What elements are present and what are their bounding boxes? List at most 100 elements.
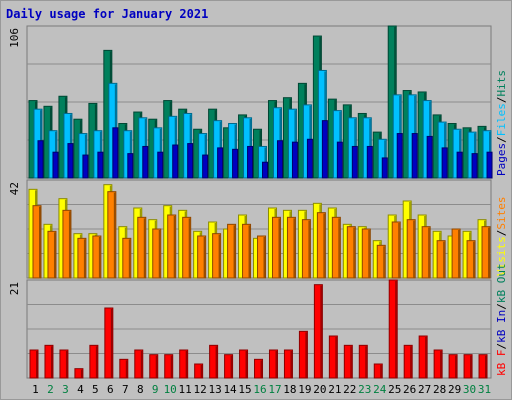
bar-shadow <box>338 218 340 278</box>
bar-body <box>97 151 104 179</box>
bar-body <box>137 216 147 279</box>
bar-kb-f-day-11 <box>179 349 189 379</box>
bar-sites-day-28 <box>436 240 446 279</box>
bar-shadow <box>365 346 367 378</box>
bar-body <box>351 145 358 179</box>
bar-shadow <box>173 216 176 278</box>
x-tick-label: 12 <box>194 383 207 396</box>
bar-shadow <box>128 239 131 278</box>
bar-body <box>227 223 237 279</box>
bar-shadow <box>260 360 263 378</box>
bar-body <box>301 219 311 279</box>
bar-body <box>396 133 403 179</box>
panel-usage-legend: Pages/Files/Hits <box>495 70 508 176</box>
bar-body <box>403 344 413 379</box>
panel-usage-y-max-label: 106 <box>8 28 21 48</box>
bar-sites-day-13 <box>212 233 222 279</box>
bar-kb-f-day-7 <box>119 358 129 379</box>
bar-body <box>406 219 416 279</box>
bar-body <box>481 226 491 279</box>
bar-body <box>172 144 179 179</box>
bar-shadow <box>323 213 325 278</box>
bar-body <box>167 214 177 279</box>
bar-body <box>286 216 296 279</box>
bar-kb-f-day-15 <box>239 349 249 379</box>
bar-body <box>421 226 431 279</box>
bar-shadow <box>50 346 53 378</box>
bar-pages-day-9 <box>157 151 164 179</box>
bar-shadow <box>443 241 445 278</box>
x-tick-label: 16 <box>253 383 266 396</box>
bar-sites-day-25 <box>391 221 401 279</box>
bar-pages-day-11 <box>187 143 194 179</box>
bar-body <box>298 330 308 379</box>
bar-body <box>47 230 57 279</box>
panel-visits-y-max-label: 42 <box>8 182 21 195</box>
bar-shadow <box>83 239 86 278</box>
bar-body <box>44 344 54 379</box>
bar-pages-day-22 <box>351 145 358 179</box>
x-axis-day-labels: 1 2 3 4 5 6 7 8 9 10 11 12 13 14 15 16 17 18 19 20 21 22 23 24 2… <box>32 383 491 396</box>
bar-kb-f-day-19 <box>298 330 308 379</box>
bar-pages-day-16 <box>262 161 269 179</box>
bar-shadow <box>368 230 370 278</box>
bar-shadow <box>113 192 116 278</box>
bar-shadow <box>353 227 355 278</box>
x-tick-label: 28 <box>433 383 446 396</box>
bar-shadow <box>413 220 415 278</box>
bar-body <box>37 140 44 179</box>
bar-sites-day-1 <box>32 205 42 279</box>
bar-sites-day-16 <box>257 235 267 279</box>
bar-shadow <box>440 351 442 378</box>
bar-shadow <box>185 351 188 378</box>
bar-sites-day-23 <box>361 228 371 279</box>
bar-body <box>391 221 401 279</box>
bar-pages-day-30 <box>471 153 478 179</box>
bar-pages-day-31 <box>486 151 493 179</box>
bar-shadow <box>350 346 352 378</box>
bar-pages-day-26 <box>411 133 418 179</box>
bar-sites-day-14 <box>227 223 237 279</box>
bar-pages-day-24 <box>381 157 388 179</box>
bar-shadow <box>455 355 457 378</box>
x-tick-label: 1 <box>32 383 39 396</box>
bar-body <box>194 363 204 379</box>
bar-body <box>179 349 189 379</box>
bar-shadow <box>203 237 206 278</box>
bar-shadow <box>275 351 277 378</box>
bar-kb-f-day-16 <box>254 358 264 379</box>
bar-shadow <box>233 225 236 278</box>
bar-sites-day-30 <box>466 240 476 279</box>
x-tick-label: 25 <box>388 383 401 396</box>
x-tick-label: 19 <box>298 383 311 396</box>
bar-pages-day-15 <box>247 145 254 179</box>
bar-shadow <box>188 218 191 278</box>
x-tick-label: 15 <box>238 383 251 396</box>
bar-shadow <box>290 351 292 378</box>
bar-shadow <box>155 355 158 378</box>
bar-body <box>122 237 132 279</box>
bar-body <box>456 151 463 179</box>
legend-entry: Pages <box>495 143 508 176</box>
bar-pages-day-28 <box>441 147 448 179</box>
bar-shadow <box>215 346 218 378</box>
bar-kb-f-day-5 <box>89 344 99 379</box>
bar-body <box>212 233 222 279</box>
bar-body <box>134 349 144 379</box>
bar-body <box>441 147 448 179</box>
x-tick-label: 27 <box>418 383 431 396</box>
bar-kb-f-day-30 <box>463 354 473 379</box>
bar-kb-f-day-2 <box>44 344 54 379</box>
bar-body <box>59 349 69 379</box>
x-tick-label: 13 <box>208 383 221 396</box>
bar-body <box>247 145 254 179</box>
bar-kb-f-day-8 <box>134 349 144 379</box>
panel-kbytes-y-max-label: 21 <box>8 282 21 295</box>
bar-kb-f-day-14 <box>224 354 234 379</box>
x-tick-label: 17 <box>268 383 281 396</box>
bar-body <box>254 358 264 379</box>
bar-kb-f-day-4 <box>74 368 84 379</box>
bar-pages-day-10 <box>172 144 179 179</box>
panel-visits: 42 Visits/Sites <box>8 179 508 279</box>
